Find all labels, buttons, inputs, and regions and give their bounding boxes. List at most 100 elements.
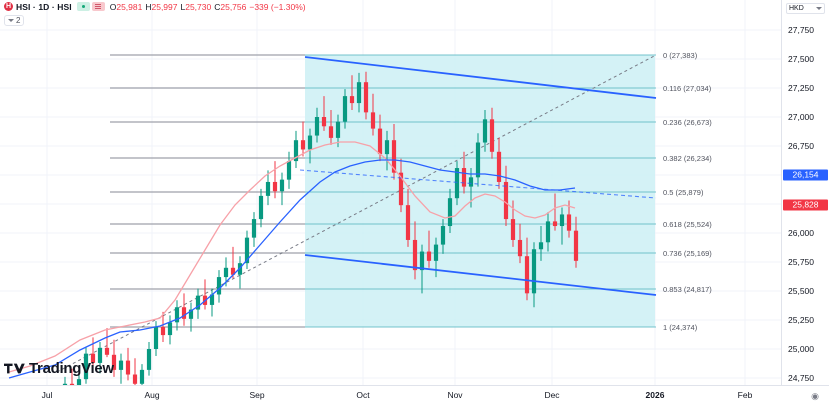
candle-body xyxy=(69,383,75,385)
candle-body xyxy=(62,383,68,385)
candle-body xyxy=(370,112,376,129)
candle-body xyxy=(566,214,572,231)
candle-body xyxy=(111,354,117,370)
candle-body xyxy=(174,307,180,323)
candle-body xyxy=(384,140,390,155)
list-icon[interactable] xyxy=(91,2,105,11)
fib-level-label: 0.382 (26,234) xyxy=(663,154,712,163)
candle-body xyxy=(237,263,243,275)
candle-body xyxy=(286,161,292,180)
chevron-down-icon xyxy=(816,7,822,10)
fib-level-label: 0.618 (25,524) xyxy=(663,220,712,229)
price-tick: 27,750 xyxy=(788,25,814,35)
candle-body xyxy=(426,251,432,261)
last-price-tag: 25,828 xyxy=(783,199,828,211)
candle-body xyxy=(251,219,257,238)
price-tick: 27,250 xyxy=(788,83,814,93)
candle-body xyxy=(272,181,278,192)
ohlc-values: O25,981 H25,997 L25,730 C25,756 −339 (−1… xyxy=(110,2,306,12)
candle-body xyxy=(216,277,222,295)
candle-body xyxy=(342,96,348,122)
chevron-down-icon xyxy=(8,19,14,22)
indicator-count: 2 xyxy=(16,16,21,25)
time-axis[interactable]: Jul Aug Sep Oct Nov Dec 2026 Feb ◉ xyxy=(0,385,829,404)
candle-body xyxy=(433,244,439,261)
candle-body xyxy=(146,349,152,370)
candle-body xyxy=(412,239,418,271)
low-value: 25,730 xyxy=(185,1,212,12)
candle-body xyxy=(153,326,159,349)
fib-retracement-zone xyxy=(305,55,655,327)
candle-body xyxy=(293,140,299,162)
open-key: O xyxy=(109,1,117,12)
dashed-support-trendline xyxy=(56,54,657,373)
time-tick: Dec xyxy=(544,390,560,400)
currency-selector[interactable]: HKD xyxy=(786,3,825,14)
moving-average-fast xyxy=(8,141,576,373)
candle-body xyxy=(195,295,201,310)
chart-canvas: 0 (27,383) 0.116 (27,034) 0.236 (26,673) 0.… xyxy=(0,0,781,385)
candle-body xyxy=(349,96,355,104)
gear-icon[interactable]: ◉ xyxy=(811,391,819,401)
candle-body xyxy=(531,249,537,294)
indicator-group-collapsed[interactable]: 2 xyxy=(4,15,25,26)
time-tick: Aug xyxy=(144,390,160,400)
fib-level-label: 1 (24,374) xyxy=(663,323,698,332)
candle-body xyxy=(223,267,229,278)
candle-body xyxy=(510,219,516,240)
candle-body xyxy=(76,379,82,385)
chart-plot-area[interactable]: 0 (27,383) 0.116 (27,034) 0.236 (26,673) 0.… xyxy=(0,0,781,385)
candle-body xyxy=(160,326,166,336)
time-tick: Sep xyxy=(249,390,265,400)
candle-body xyxy=(496,151,502,182)
candle-body xyxy=(125,360,131,375)
price-tick: 25,500 xyxy=(788,286,814,296)
candle-body xyxy=(538,242,544,250)
candle-body xyxy=(454,168,460,199)
candle-body xyxy=(545,221,551,243)
chart-legend: H HSI · 1D · HSI O25,981 H25,997 L25,730… xyxy=(0,0,829,13)
fib-level-label: 0.116 (27,034) xyxy=(663,84,712,93)
candle-body xyxy=(405,205,411,240)
candle-body xyxy=(279,179,285,192)
candle-body xyxy=(265,181,271,196)
candle-body xyxy=(482,119,488,143)
candle-body xyxy=(139,369,145,384)
price-tick: 25,000 xyxy=(788,344,814,354)
candle-body xyxy=(447,198,453,227)
candle-body xyxy=(503,181,509,220)
fib-level-label: 0.236 (26,673) xyxy=(663,118,712,127)
candle-body xyxy=(314,117,320,136)
candle-body xyxy=(335,121,341,138)
price-tick: 25,750 xyxy=(788,257,814,267)
price-tick: 24,750 xyxy=(788,373,814,383)
candle-body xyxy=(328,126,334,138)
candle-body xyxy=(118,360,124,370)
candle-body xyxy=(300,140,306,150)
symbol-title[interactable]: HSI · 1D · HSI xyxy=(16,1,72,12)
candle-body xyxy=(83,353,89,380)
time-tick: Jul xyxy=(41,390,53,400)
time-tick: Oct xyxy=(356,390,370,400)
candle-body xyxy=(258,195,264,220)
time-tick: 2026 xyxy=(645,390,665,400)
symbol-logo-icon: H xyxy=(4,2,13,11)
candle-body xyxy=(391,140,397,173)
price-axis[interactable]: HKD 27,75027,50027,25027,00026,75026,500… xyxy=(781,0,829,404)
candle-body xyxy=(419,251,425,271)
candle-body xyxy=(321,117,327,127)
lower-trendline xyxy=(304,254,657,296)
candle-body xyxy=(440,226,446,245)
price-tick: 27,000 xyxy=(788,112,814,122)
upper-trendline xyxy=(304,56,657,99)
price-tick: 27,500 xyxy=(788,54,814,64)
candle-body xyxy=(244,237,250,264)
eye-icon[interactable] xyxy=(76,2,90,11)
candle-body xyxy=(468,177,474,187)
candle-body xyxy=(104,347,110,355)
price-tick: 26,750 xyxy=(788,141,814,151)
candle-body xyxy=(356,82,362,104)
close-value: 25,756 xyxy=(220,1,247,12)
change-value: −339 (−1.30%) xyxy=(249,1,306,12)
legend-buttons xyxy=(76,2,105,11)
